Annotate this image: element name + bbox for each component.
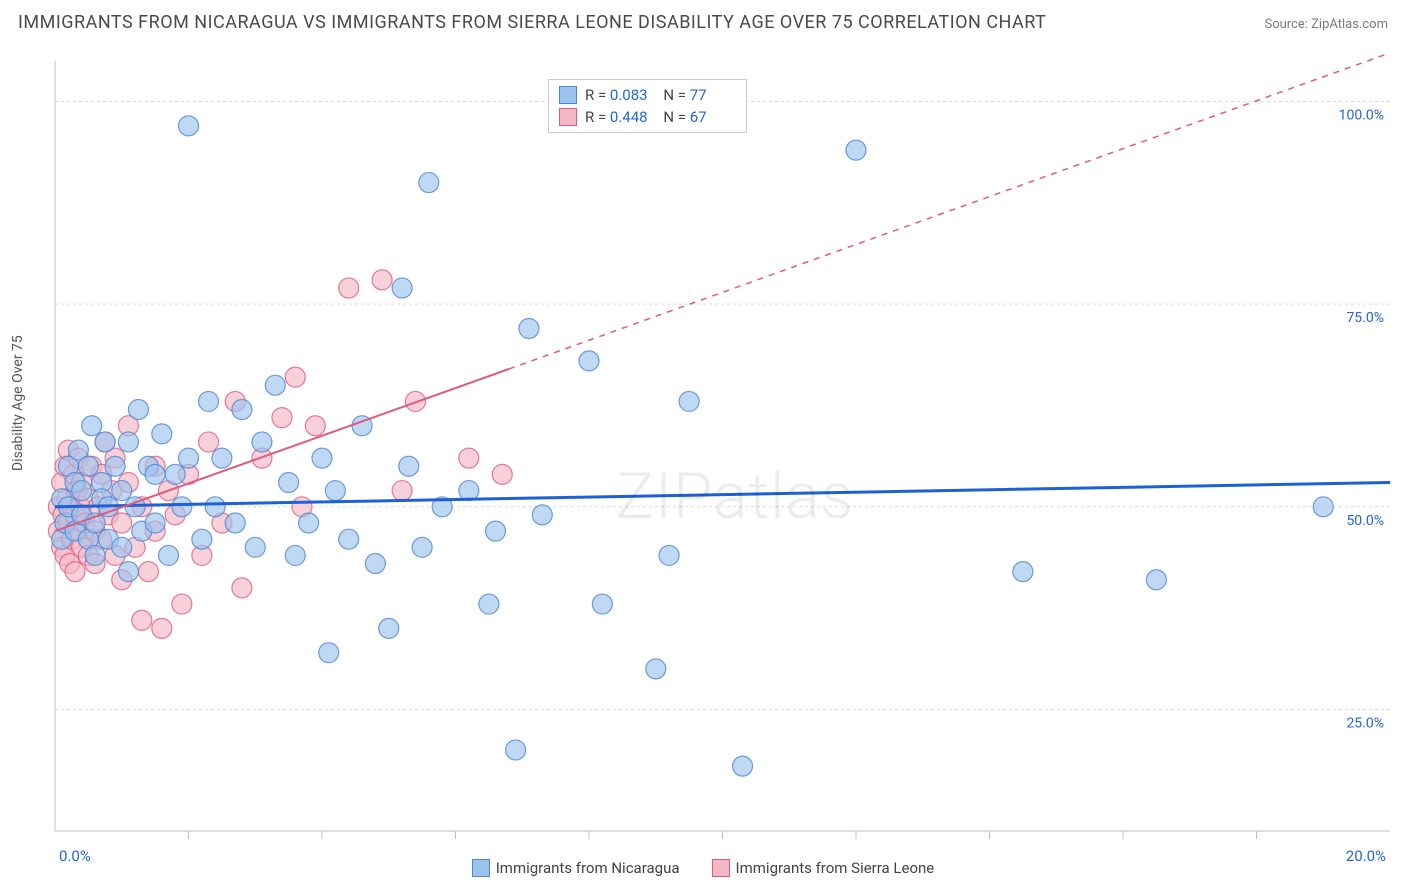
chart-area: Disability Age Over 75 25.0% 50.0% 75.0% 10… — [0, 41, 1406, 881]
legend-swatch-icon — [472, 859, 490, 877]
series-legend: Immigrants from Nicaragua Immigrants fro… — [0, 859, 1406, 877]
svg-text:75.0%: 75.0% — [1346, 310, 1384, 326]
y-axis-label: Disability Age Over 75 — [10, 335, 26, 471]
legend-swatch-icon — [712, 859, 730, 877]
legend-label: Immigrants from Nicaragua — [496, 859, 680, 877]
svg-text:50.0%: 50.0% — [1346, 513, 1384, 529]
legend-item-nicaragua: Immigrants from Nicaragua — [472, 859, 680, 877]
scatter-plot-svg: 25.0%50.0%75.0%100.0%0.0%20.0% — [0, 41, 1406, 881]
chart-header: IMMIGRANTS FROM NICARAGUA VS IMMIGRANTS … — [0, 0, 1406, 41]
legend-item-sierra-leone: Immigrants from Sierra Leone — [712, 859, 935, 877]
svg-text:25.0%: 25.0% — [1346, 715, 1384, 731]
chart-title: IMMIGRANTS FROM NICARAGUA VS IMMIGRANTS … — [18, 12, 1046, 33]
correlation-legend-box: R = 0.083 N = 77R = 0.448 N = 67 — [548, 79, 747, 133]
legend-label: Immigrants from Sierra Leone — [736, 859, 935, 877]
svg-text:100.0%: 100.0% — [1339, 108, 1384, 124]
chart-source: Source: ZipAtlas.com — [1264, 17, 1388, 32]
